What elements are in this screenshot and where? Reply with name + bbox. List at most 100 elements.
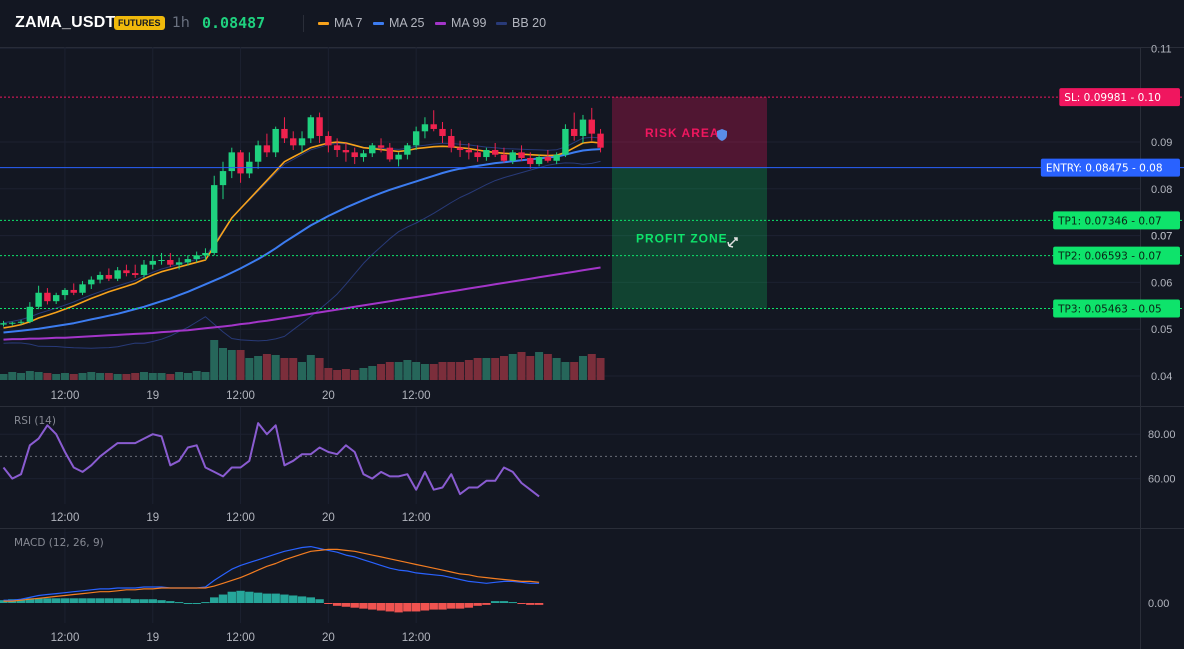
macd-histogram-bar — [464, 603, 474, 608]
macd-histogram-bar — [280, 594, 289, 603]
macd-histogram-bar — [324, 603, 333, 604]
rsi-time-label: 12:00 — [51, 512, 80, 524]
candle-body — [219, 171, 227, 186]
macd-time-label: 12:00 — [402, 632, 431, 644]
volume-bar — [543, 354, 552, 380]
volume-bar — [34, 372, 43, 380]
volume-bar — [192, 371, 201, 380]
volume-bar — [0, 374, 8, 380]
volume-bar — [227, 350, 236, 380]
volume-bar — [87, 372, 96, 380]
candle-body — [175, 262, 183, 265]
candle-body — [70, 289, 77, 293]
tp2-tag[interactable] — [1053, 246, 1180, 265]
candle-body — [333, 145, 341, 151]
volume-bar — [578, 356, 587, 380]
legend-bb20[interactable]: BB 20 — [496, 15, 546, 31]
candle-body — [44, 292, 51, 302]
sl-tag[interactable] — [1059, 88, 1180, 107]
tp1-tag[interactable] — [1053, 211, 1180, 230]
candle-body — [193, 255, 200, 260]
candle-body — [579, 119, 587, 136]
candle-body — [500, 154, 508, 161]
macd-histogram-bar — [139, 599, 149, 603]
entry-tag[interactable] — [1040, 158, 1180, 177]
candle-body — [158, 260, 165, 261]
tp3-tag[interactable] — [1053, 299, 1180, 318]
volume-bar — [447, 362, 456, 380]
macd-histogram-bar — [271, 593, 280, 603]
symbol-label[interactable]: ZAMA_USDT — [15, 14, 116, 31]
volume-bar — [210, 340, 219, 380]
macd-histogram-bar — [534, 603, 544, 605]
candle-body — [79, 284, 86, 293]
candle-body — [509, 152, 516, 161]
volume-bar — [219, 348, 227, 380]
volume-bar — [131, 373, 140, 380]
macd-histogram-bar — [517, 603, 526, 604]
last-price: 0.08487 — [202, 14, 266, 32]
volume-bar — [52, 374, 61, 380]
volume-bar — [333, 370, 342, 380]
main-time-label: 19 — [146, 390, 159, 402]
candle-body — [290, 138, 297, 146]
volume-bar — [570, 362, 579, 380]
rsi-time-label: 12:00 — [402, 512, 431, 524]
risk-area-box[interactable] — [612, 97, 767, 168]
candle-body — [298, 138, 306, 146]
tp2-tag-text: TP2: 0.06593 - 0.07 — [1057, 251, 1162, 263]
macd-histogram-bar — [210, 597, 219, 603]
candle-body — [105, 274, 113, 279]
candle-body — [254, 145, 262, 162]
candle-body — [448, 135, 455, 148]
legend-ma25-label: MA 25 — [389, 16, 425, 30]
candle-body — [307, 117, 314, 139]
ma99-line — [3, 266, 601, 341]
macd-histogram-bar — [25, 598, 35, 603]
price-tick-label: 0.05 — [1151, 324, 1172, 336]
volume-bar — [157, 373, 166, 380]
legend-ma99-label: MA 99 — [451, 16, 487, 30]
macd-histogram-bar — [148, 599, 157, 603]
legend-ma7[interactable]: MA 7 — [318, 15, 363, 31]
macd-histogram-bar — [78, 598, 87, 603]
ma25-swatch — [373, 21, 384, 25]
volume-bar — [499, 356, 508, 380]
volume-bar — [236, 350, 245, 380]
candle-body — [527, 157, 534, 165]
volume-bar — [122, 374, 131, 380]
rsi-tick-label: 80.00 — [1148, 429, 1176, 441]
volume-bar — [175, 372, 184, 380]
candle-body — [123, 270, 130, 274]
volume-bar — [78, 373, 87, 380]
candle-body — [237, 152, 244, 174]
candle-body — [88, 279, 95, 285]
volume-bar — [438, 362, 447, 380]
candle-body — [35, 292, 42, 307]
legend-ma25[interactable]: MA 25 — [373, 15, 424, 31]
timeframe-label[interactable]: 1h — [172, 15, 190, 31]
macd-histogram-bar — [183, 603, 193, 604]
volume-bar — [587, 354, 596, 380]
shield-icon — [717, 129, 727, 141]
macd-histogram-bar — [332, 603, 342, 606]
profit-zone-box[interactable] — [612, 167, 767, 309]
main-time-label: 20 — [322, 390, 335, 402]
entry-tag-text: ENTRY: 0.08475 - 0.08 — [1046, 163, 1163, 175]
volume-bar — [385, 362, 394, 380]
volume-bar — [456, 362, 465, 380]
candle-body — [316, 117, 323, 136]
volume-bar — [254, 356, 263, 380]
volume-bar — [596, 358, 605, 380]
macd-histogram-bar — [69, 598, 78, 603]
candle-body — [491, 150, 499, 155]
candle-body — [114, 270, 121, 279]
macd-histogram-bar — [297, 596, 307, 603]
candle-body — [184, 259, 192, 263]
legend-ma99[interactable]: MA 99 — [435, 15, 486, 31]
volume-bar — [561, 362, 570, 380]
volume-bar — [368, 366, 377, 380]
candle-body — [272, 128, 279, 153]
price-tick-label: 0.08 — [1151, 184, 1172, 196]
